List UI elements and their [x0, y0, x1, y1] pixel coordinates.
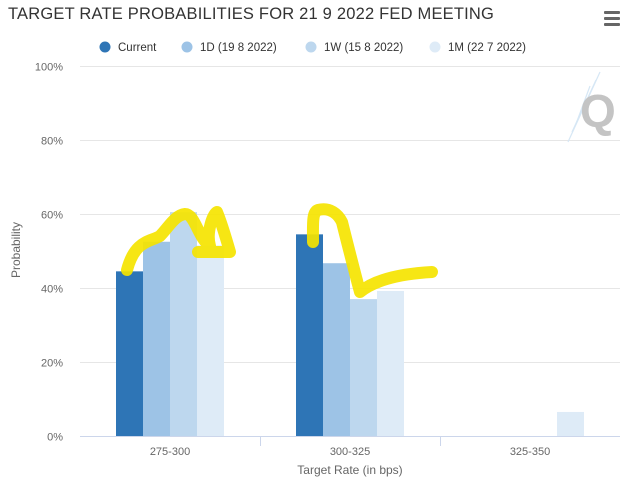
- x-tick-label: 275-300: [150, 446, 190, 458]
- hamburger-menu-icon[interactable]: [601, 9, 623, 27]
- yellow-highlight-annotation: [121, 203, 438, 298]
- legend-item[interactable]: Current: [99, 41, 158, 55]
- x-axis-ticks: 275-300 300-325 325-350: [150, 446, 550, 458]
- quikstrike-q-logo-icon: Q: [567, 71, 616, 143]
- y-tick-label: 100%: [35, 62, 63, 74]
- x-tick-label: 300-325: [330, 446, 370, 458]
- legend-marker: [99, 41, 111, 53]
- y-axis-ticks: 0% 20% 40% 60% 80% 100%: [35, 62, 63, 444]
- y-tick-label: 40%: [41, 284, 63, 296]
- x-tick-label: 325-350: [510, 446, 550, 458]
- legend-marker: [181, 41, 193, 53]
- legend-item[interactable]: 1D (19 8 2022): [181, 41, 277, 55]
- legend-marker: [305, 41, 317, 53]
- svg-text:Q: Q: [580, 85, 616, 137]
- legend: Current 1D (19 8 2022) 1W (15 8 2022) 1M (2…: [99, 41, 527, 55]
- bar-2-1[interactable]: [350, 299, 377, 436]
- bar-1-1[interactable]: [323, 263, 350, 436]
- y-tick-label: 80%: [41, 136, 63, 148]
- bar-1-0[interactable]: [143, 241, 170, 436]
- legend-label: Current: [118, 42, 157, 54]
- bar-0-1[interactable]: [296, 234, 323, 436]
- bar-3-2[interactable]: [557, 411, 584, 436]
- y-axis-title: Probability: [9, 222, 23, 278]
- legend-item[interactable]: 1M (22 7 2022): [429, 41, 527, 55]
- bar-3-1[interactable]: [377, 290, 404, 436]
- legend-label: 1W (15 8 2022): [324, 42, 403, 54]
- highlight-stroke-0: [121, 206, 236, 276]
- y-tick-label: 0%: [47, 432, 63, 444]
- legend-label: 1D (19 8 2022): [200, 42, 277, 54]
- y-tick-label: 60%: [41, 210, 63, 222]
- legend-label: 1M (22 7 2022): [448, 42, 526, 54]
- bar-3-0[interactable]: [197, 245, 224, 436]
- legend-marker: [429, 41, 441, 53]
- chart-title: TARGET RATE PROBABILITIES FOR 21 9 2022 …: [8, 5, 495, 23]
- bars: [116, 212, 584, 436]
- y-tick-label: 20%: [41, 358, 63, 370]
- bar-2-0[interactable]: [170, 212, 197, 436]
- legend-item[interactable]: 1W (15 8 2022): [305, 41, 404, 55]
- highlight-stroke-1: [306, 203, 438, 298]
- x-axis-title: Target Rate (in bps): [297, 463, 402, 477]
- bar-0-0[interactable]: [116, 271, 143, 436]
